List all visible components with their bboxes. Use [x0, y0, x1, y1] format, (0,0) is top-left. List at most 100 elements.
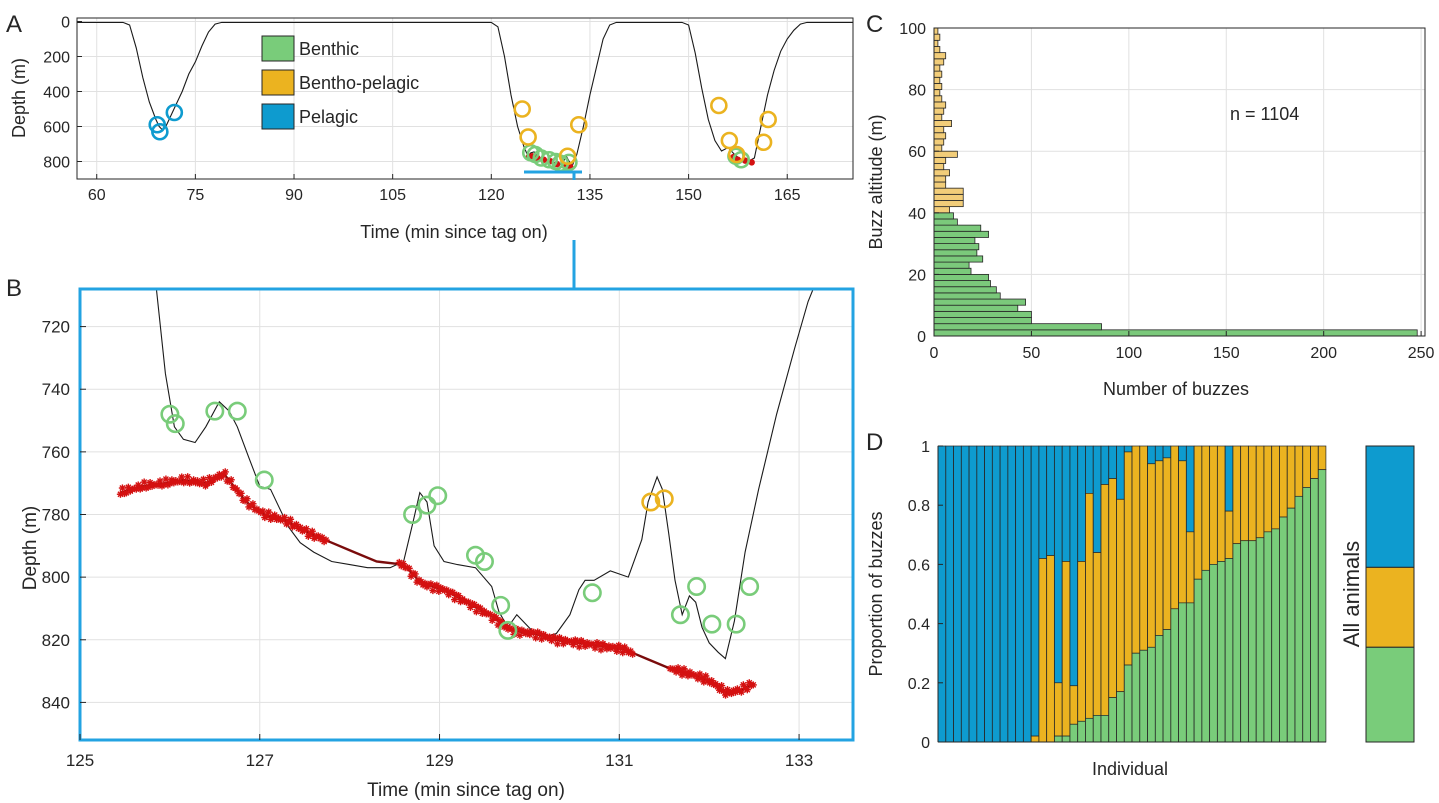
- bar-segment-bentho-pelagic: [1310, 445, 1319, 479]
- y-tick-label: 20: [908, 267, 926, 284]
- bar-segment-pelagic: [1092, 445, 1102, 553]
- y-tick-label: 0: [917, 329, 926, 346]
- bottom-estimate-star: [243, 495, 251, 503]
- altitude-bar: [933, 304, 1019, 312]
- y-tick-label: 60: [908, 144, 926, 161]
- bar-segment-pelagic: [1038, 445, 1047, 559]
- bar-segment-pelagic: [1061, 445, 1071, 562]
- altitude-bar: [933, 317, 1032, 325]
- altitude-bar: [933, 95, 943, 103]
- buzz-marker-benthic: [417, 495, 437, 515]
- bar-segment-bentho-pelagic: [1255, 445, 1265, 539]
- bar-segment-pelagic: [937, 445, 947, 743]
- bar-segment-bentho-pelagic: [1232, 445, 1241, 545]
- buzz-marker-benthic: [254, 470, 274, 490]
- bar-segment-bentho-pelagic: [1201, 445, 1210, 571]
- altitude-bar: [933, 230, 989, 238]
- bar-segment-pelagic: [1054, 445, 1063, 684]
- bar-segment-benthic: [1162, 629, 1172, 743]
- x-tick-label: 127: [246, 751, 274, 770]
- all-animals-segment-pelagic: [1365, 445, 1415, 568]
- bar-segment-bentho-pelagic: [1131, 445, 1141, 654]
- bar-segment-bentho-pelagic: [1100, 484, 1109, 716]
- bar-segment-bentho-pelagic: [1092, 552, 1102, 716]
- altitude-bar: [933, 187, 964, 195]
- altitude-bar: [933, 323, 1102, 331]
- altitude-bar: [933, 70, 943, 78]
- panel-b-buzzes: [160, 401, 760, 640]
- bottom-estimate-star: [162, 475, 170, 483]
- altitude-bar: [933, 163, 945, 171]
- bottom-estimate-star: [629, 650, 637, 658]
- y-tick-label: 40: [908, 206, 926, 223]
- bottom-estimate-star: [591, 644, 599, 652]
- x-tick-label: 90: [285, 187, 303, 204]
- bar-segment-benthic: [1061, 735, 1071, 743]
- panel-d-ticks: 0 0.2 0.4 0.6 0.8 1: [908, 439, 943, 752]
- y-tick-label: 0: [921, 735, 930, 752]
- bar-segment-bentho-pelagic: [1178, 460, 1187, 604]
- bar-segment-benthic: [1108, 697, 1117, 743]
- bar-segment-bentho-pelagic: [1317, 445, 1327, 471]
- y-tick-label: 600: [43, 120, 70, 137]
- bottom-estimate-star: [470, 600, 479, 609]
- bar-segment-benthic: [1286, 507, 1296, 743]
- bar-segment-bentho-pelagic: [1248, 445, 1257, 542]
- altitude-bar: [933, 39, 939, 47]
- altitude-bar: [933, 224, 982, 232]
- bottom-estimate-star: [156, 477, 164, 485]
- bar-segment-benthic: [1186, 602, 1195, 743]
- bar-segment-benthic: [1155, 635, 1164, 743]
- panel-a: 60 75 90 105 120 135 150 165 0 200 400 600 800 Time …: [9, 15, 854, 242]
- altitude-bar: [933, 298, 1026, 306]
- bottom-estimate-star: [184, 473, 192, 481]
- bar-segment-benthic: [1232, 543, 1241, 743]
- y-tick-label: 840: [42, 693, 70, 712]
- altitude-bar: [933, 218, 958, 226]
- bar-segment-pelagic: [1108, 445, 1117, 479]
- bar-segment-benthic: [1240, 540, 1249, 743]
- bar-segment-bentho-pelagic: [1108, 478, 1117, 698]
- bar-segment-pelagic: [1069, 445, 1078, 687]
- bottom-estimate-star: [116, 490, 125, 498]
- bar-segment-pelagic: [976, 445, 985, 743]
- x-tick-label: 100: [1115, 345, 1142, 362]
- y-tick-label: 400: [43, 85, 70, 102]
- buzz-marker-bentho-pelagic: [641, 492, 661, 512]
- panel-a-ticks: 60 75 90 105 120 135 150 165 0 200 400 600 800: [43, 15, 800, 205]
- buzz-marker-benthic: [687, 577, 707, 597]
- bar-segment-pelagic: [1015, 445, 1024, 743]
- buzz-marker-pelagic: [151, 122, 169, 141]
- bar-segment-pelagic: [1123, 445, 1133, 453]
- y-tick-label: 780: [42, 506, 70, 525]
- buzz-marker-bentho-pelagic: [754, 133, 773, 152]
- bar-segment-bentho-pelagic: [1286, 445, 1296, 509]
- legend-swatch-benthic: [261, 35, 295, 62]
- bar-segment-pelagic: [1116, 445, 1125, 500]
- altitude-bar: [933, 132, 947, 140]
- legend-label-benthic: Benthic: [299, 39, 359, 59]
- x-tick-label: 133: [785, 751, 813, 770]
- altitude-bar: [933, 169, 950, 177]
- buzz-marker-benthic: [702, 614, 722, 634]
- bar-segment-bentho-pelagic: [1217, 445, 1226, 562]
- bar-segment-pelagic: [1178, 445, 1187, 462]
- panel-d-bars: [937, 445, 1327, 743]
- y-tick-label: 0.8: [908, 498, 930, 515]
- y-tick-label: 1: [921, 439, 930, 456]
- altitude-bar: [933, 267, 972, 275]
- panel-label-a: A: [6, 11, 22, 38]
- bar-segment-bentho-pelagic: [1077, 561, 1086, 722]
- buzz-marker-benthic: [403, 504, 423, 524]
- bar-segment-benthic: [1217, 561, 1226, 743]
- bar-segment-pelagic: [999, 445, 1009, 743]
- legend-swatch-bentho-pelagic: [261, 69, 295, 96]
- bar-segment-bentho-pelagic: [1085, 493, 1094, 719]
- bar-segment-bentho-pelagic: [1030, 735, 1040, 743]
- x-tick-label: 120: [478, 187, 505, 204]
- bottom-estimate-star: [322, 536, 330, 544]
- y-tick-label: 760: [42, 443, 70, 462]
- bar-segment-bentho-pelagic: [1170, 445, 1179, 610]
- panel-c-bars: [933, 27, 1418, 337]
